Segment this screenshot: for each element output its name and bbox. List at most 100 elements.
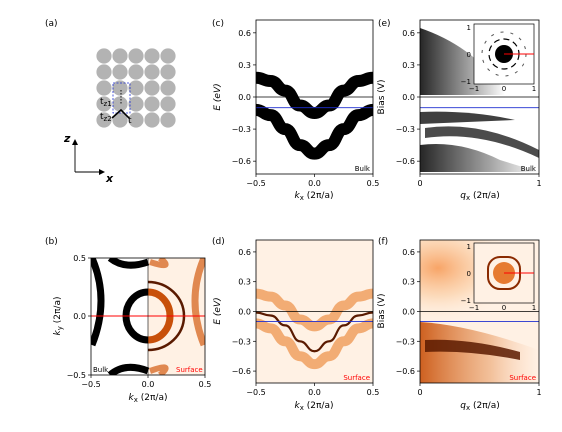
e-inset-ytick-3: −1 bbox=[461, 78, 471, 86]
c-band-2 bbox=[256, 103, 373, 160]
e-inset-ytick-1: 1 bbox=[467, 24, 471, 32]
panel-d-tag: Surface bbox=[343, 374, 370, 382]
e-ytick-4: −0.3 bbox=[396, 125, 415, 134]
c-ytick-1: 0.6 bbox=[238, 29, 251, 38]
panel-d-xlabel: kx (2π/a) bbox=[295, 401, 334, 412]
lattice-site-23 bbox=[128, 112, 144, 128]
panel-b-xticks: −0.5 0.0 0.5 bbox=[81, 375, 211, 389]
e-inset-xtick-2: 0 bbox=[502, 85, 506, 93]
panel-label-c: (c) bbox=[212, 19, 224, 29]
lattice-site-3 bbox=[128, 48, 144, 64]
lattice-site-15 bbox=[160, 80, 176, 96]
b-xtick-1: −0.5 bbox=[81, 380, 100, 389]
panel-c-tag: Bulk bbox=[355, 165, 371, 173]
d-surface-state bbox=[256, 311, 373, 353]
lattice-site-20 bbox=[160, 96, 176, 112]
e-lower-intensity bbox=[420, 144, 539, 172]
d-band-1 bbox=[256, 288, 373, 332]
f-ytick-2: 0.3 bbox=[402, 278, 415, 287]
b-ytick-3: −0.5 bbox=[67, 371, 86, 380]
hop-label-t: t bbox=[128, 116, 132, 126]
e-band-2 bbox=[425, 126, 539, 158]
e-xtick-1: 0 bbox=[417, 179, 422, 188]
surface-outer-arc bbox=[191, 258, 205, 347]
lattice-grid bbox=[96, 48, 176, 128]
panel-label-b: (b) bbox=[45, 237, 58, 247]
panel-e-ylabel: Bias (V) bbox=[377, 80, 387, 115]
surface-arc-bottom bbox=[148, 364, 169, 375]
panel-e-xticks: 0 1 bbox=[417, 174, 542, 188]
panel-d-bands bbox=[256, 288, 373, 370]
panel-d-yticks: 0.6 0.3 0.0 −0.3 −0.6 bbox=[232, 248, 256, 376]
panel-e-inset: −1 0 1 1 0 −1 bbox=[461, 23, 536, 93]
e-inset-xtick-3: 1 bbox=[532, 85, 536, 93]
x-axis-label: x bbox=[105, 172, 114, 185]
d-xtick-1: −0.5 bbox=[246, 388, 265, 397]
f-inset-ytick-3: −1 bbox=[461, 297, 471, 305]
d-band-3 bbox=[256, 318, 373, 370]
lattice-site-25 bbox=[160, 112, 176, 128]
d-ytick-3: 0.0 bbox=[238, 308, 251, 317]
f-ytick-3: 0.0 bbox=[402, 308, 415, 317]
panel-label-f: (f) bbox=[378, 237, 388, 247]
x-arrow-head bbox=[99, 169, 105, 175]
b-ytick-1: 0.5 bbox=[73, 254, 86, 263]
f-xtick-1: 0 bbox=[417, 388, 422, 397]
e-xtick-2: 1 bbox=[536, 179, 541, 188]
hop-path-t bbox=[111, 108, 130, 119]
lattice-site-5 bbox=[160, 48, 176, 64]
c-xtick-1: −0.5 bbox=[246, 179, 265, 188]
z-arrow-head bbox=[72, 139, 78, 145]
e-band-1 bbox=[420, 111, 515, 124]
panel-f-xticks: 0 1 bbox=[417, 383, 542, 397]
b-ytick-2: 0.0 bbox=[73, 312, 86, 321]
lattice-site-14 bbox=[144, 80, 160, 96]
d-ytick-2: 0.3 bbox=[238, 278, 251, 287]
panel-e-tag: Bulk bbox=[521, 165, 537, 173]
f-ytick-1: 0.6 bbox=[402, 248, 415, 257]
surface-arc-top bbox=[149, 258, 169, 269]
lattice-site-16 bbox=[96, 96, 112, 112]
lattice-site-8 bbox=[128, 64, 144, 80]
f-xtick-2: 1 bbox=[536, 388, 541, 397]
hop-label-tz2: tz2 bbox=[100, 112, 112, 123]
panel-b-ylabel: ky (2π/a) bbox=[53, 297, 64, 336]
bulk-outer-arc-left bbox=[91, 258, 105, 347]
panel-f-ylabel: Bias (V) bbox=[377, 294, 387, 329]
panel-c-reference-lines bbox=[256, 96, 373, 109]
e-ytick-5: −0.6 bbox=[396, 157, 415, 166]
e-ytick-3: 0.0 bbox=[402, 93, 415, 102]
panel-b-xlabel: kx (2π/a) bbox=[129, 393, 168, 404]
lattice-site-19 bbox=[144, 96, 160, 112]
b-xtick-2: 0.0 bbox=[142, 380, 155, 389]
e-inset-xtick-1: −1 bbox=[469, 85, 479, 93]
panel-c-yticks: 0.6 0.3 0.0 −0.3 −0.6 bbox=[232, 29, 256, 166]
b-xtick-3: 0.5 bbox=[199, 380, 212, 389]
c-xtick-2: 0.0 bbox=[308, 179, 321, 188]
unit-cell-box bbox=[112, 82, 131, 114]
lattice-site-9 bbox=[144, 64, 160, 80]
f-inset-ytick-1: 1 bbox=[467, 243, 471, 251]
f-inset-xtick-1: −1 bbox=[469, 304, 479, 312]
f-surface-band bbox=[425, 339, 520, 360]
e-ytick-1: 0.6 bbox=[402, 29, 415, 38]
panel-d-reference-lines bbox=[256, 311, 373, 322]
panel-b-surface-tag: Surface bbox=[176, 366, 203, 374]
panel-e-reference-lines bbox=[420, 96, 539, 109]
panel-e-xlabel: qx (2π/a) bbox=[460, 191, 499, 202]
panel-label-d: (d) bbox=[212, 237, 225, 247]
lattice-site-7 bbox=[112, 64, 128, 80]
c-ytick-4: −0.3 bbox=[232, 125, 251, 134]
c-xtick-3: 0.5 bbox=[367, 179, 380, 188]
panel-c-xticks: −0.5 0.0 0.5 bbox=[246, 174, 379, 188]
lattice-site-21 bbox=[96, 112, 112, 128]
panel-a: (a) tz1 tz2 t z x bbox=[45, 19, 176, 185]
f-inset-ytick-2: 0 bbox=[467, 270, 471, 278]
z-axis-label: z bbox=[63, 132, 71, 145]
panel-c-xlabel: kx (2π/a) bbox=[295, 191, 334, 202]
f-inset-xtick-2: 0 bbox=[502, 304, 506, 312]
panel-d-xticks: −0.5 0.0 0.5 bbox=[246, 383, 379, 397]
panel-f-yticks: 0.6 0.3 0.0 −0.3 −0.6 bbox=[396, 248, 420, 376]
c-ytick-2: 0.3 bbox=[238, 61, 251, 70]
